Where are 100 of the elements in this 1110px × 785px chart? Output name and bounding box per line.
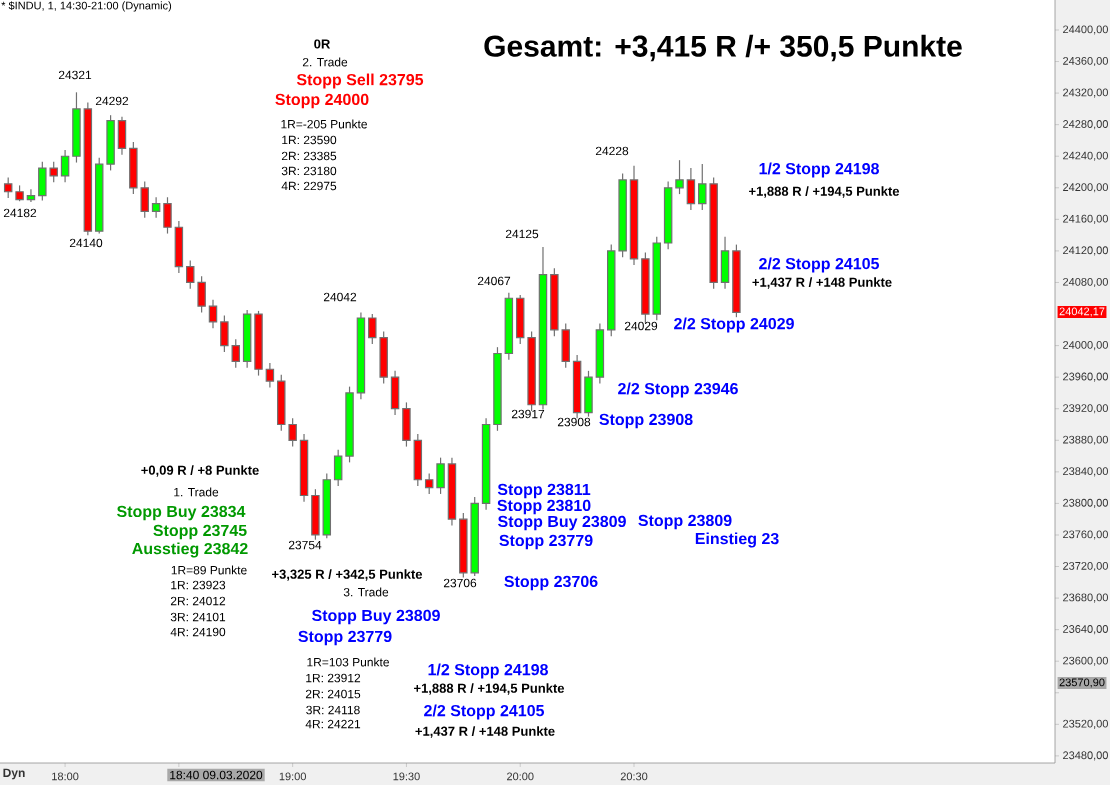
- annotation: 23706: [443, 578, 477, 588]
- annotation: 24029: [624, 321, 658, 331]
- y-tick-label: 24400,00: [1063, 25, 1108, 35]
- annotation: Stopp Buy 23809: [498, 515, 626, 531]
- x-tick-label: 20:00: [507, 772, 534, 781]
- annotation: Stopp 23810: [497, 499, 591, 515]
- y-tick-label: 23880,00: [1063, 435, 1108, 445]
- y-tick-label: 23800,00: [1063, 498, 1108, 508]
- annotation: 1. Trade: [174, 487, 219, 497]
- candlestick: [186, 259, 195, 290]
- annotation: +1,888 R / +194,5 Punkte: [749, 186, 900, 198]
- annotation: 1R: 23912: [306, 673, 361, 683]
- annotation: +1,888 R / +194,5 Punkte: [414, 683, 565, 695]
- candlestick: [3, 176, 13, 199]
- candlestick: [208, 299, 218, 329]
- annotation: +1,437 R / +148 Punkte: [415, 726, 555, 738]
- y-tick-label: 23480,00: [1063, 751, 1108, 761]
- annotation: Stopp Sell 23795: [296, 73, 424, 89]
- annotation: 2R: 23385: [281, 151, 337, 161]
- annotation: Stopp Buy 23834: [117, 505, 246, 521]
- annotation: 24321: [58, 70, 92, 80]
- y-tick-label: 24200,00: [1063, 183, 1108, 193]
- y-tick-label: 23680,00: [1063, 593, 1108, 603]
- annotation: 2/2 Stopp 23946: [618, 382, 738, 398]
- annotation: +1,437 R / +148 Punkte: [752, 277, 892, 289]
- candlestick: [197, 275, 206, 314]
- y-tick-label: 24080,00: [1063, 277, 1108, 288]
- y-tick-label: 24240,00: [1063, 151, 1108, 161]
- annotation: +0,09 R / +8 Punkte: [141, 465, 259, 477]
- candlestick: [151, 196, 161, 219]
- annotation: Stopp 23779: [499, 534, 593, 550]
- candlestick: [675, 159, 684, 195]
- candlestick: [436, 457, 445, 495]
- annotation: 4R: 24190: [170, 627, 226, 637]
- annotation: 23754: [288, 540, 322, 550]
- candlestick: [49, 161, 58, 183]
- candlestick: [220, 315, 229, 353]
- annotation: Stopp Buy 23809: [312, 609, 440, 625]
- annotation: 2R: 24015: [305, 689, 361, 699]
- candlestick: [368, 313, 377, 345]
- annotation: Stopp 23745: [153, 524, 247, 540]
- candlestick: [26, 188, 36, 203]
- y-tick-label: 24360,00: [1063, 56, 1108, 67]
- annotation: 1R=103 Punkte: [307, 657, 389, 667]
- y-tick-label: 24280,00: [1063, 120, 1108, 130]
- candlestick: [698, 163, 707, 211]
- annotation: Stopp 23908: [599, 413, 693, 429]
- y-tick-label: 23720,00: [1063, 561, 1108, 572]
- annotation: 1R=-205 Punkte: [281, 119, 367, 129]
- annotation: 3R: 24118: [306, 705, 360, 715]
- annotation: 24125: [505, 229, 539, 239]
- y-tick-label: 23920,00: [1063, 404, 1108, 414]
- annotation: Stopp 24000: [275, 93, 369, 109]
- y-tick-label: 24000,00: [1063, 341, 1108, 351]
- text: Dyn: [3, 768, 25, 780]
- text: Gesamt: +3,415 R /+ 350,5 Punkte: [484, 34, 962, 62]
- annotation: 1R: 23590: [282, 135, 337, 145]
- annotation: 2R: 24012: [170, 596, 226, 606]
- annotation: 23908: [557, 417, 591, 427]
- candlestick: [424, 472, 434, 495]
- text: 23570,90: [1059, 678, 1105, 688]
- text: 18:40 09.03.2020: [170, 770, 263, 780]
- x-tick-label: 19:00: [279, 772, 306, 781]
- candlestick: [163, 196, 172, 235]
- annotation: 3R: 24101: [170, 612, 226, 622]
- annotation: Stopp 23779: [298, 630, 392, 646]
- annotation: 2/2 Stopp 24105: [424, 704, 545, 720]
- annotation: 24042: [323, 292, 357, 302]
- candlestick: [265, 362, 275, 389]
- annotation: 4R: 22975: [281, 181, 337, 191]
- annotation: 24292: [95, 96, 129, 106]
- chart-title: * $INDU, 1, 14:30-21:00 (Dynamic): [1, 1, 172, 12]
- annotation: Einstieg 23: [695, 532, 779, 548]
- x-tick-label: 18:00: [52, 772, 79, 781]
- annotation: 2/2 Stopp 24029: [674, 317, 794, 333]
- annotation: 24182: [3, 208, 37, 218]
- y-tick-label: 24120,00: [1063, 246, 1108, 256]
- candlestick: [686, 167, 696, 211]
- y-tick-label: 23760,00: [1063, 530, 1108, 540]
- y-tick-label: 23520,00: [1063, 719, 1108, 729]
- annotation: 24067: [477, 276, 511, 286]
- y-tick-label: 23600,00: [1063, 656, 1108, 666]
- annotation: 2. Trade: [302, 57, 348, 67]
- annotation: 1R=89 Punkte: [171, 565, 247, 575]
- candlestick: [231, 338, 240, 369]
- text: 24042,17: [1059, 307, 1105, 317]
- y-tick-label: 23840,00: [1063, 467, 1108, 477]
- annotation: 2/2 Stopp 24105: [759, 257, 880, 273]
- annotation: 4R: 24221: [305, 719, 361, 729]
- annotation: +3,325 R / +342,5 Punkte: [272, 569, 423, 581]
- annotation: Stopp 23809: [638, 514, 732, 530]
- x-tick-label: 19:30: [393, 772, 420, 781]
- annotation: 0R: [314, 39, 331, 49]
- annotation: Stopp 23706: [504, 575, 598, 591]
- y-tick-label: 23640,00: [1063, 625, 1108, 635]
- candlestick: [60, 149, 70, 183]
- annotation: 24140: [69, 238, 103, 248]
- annotation: 24228: [595, 146, 629, 156]
- candlestick: [140, 180, 149, 219]
- annotation: 1/2 Stopp 24198: [428, 663, 548, 679]
